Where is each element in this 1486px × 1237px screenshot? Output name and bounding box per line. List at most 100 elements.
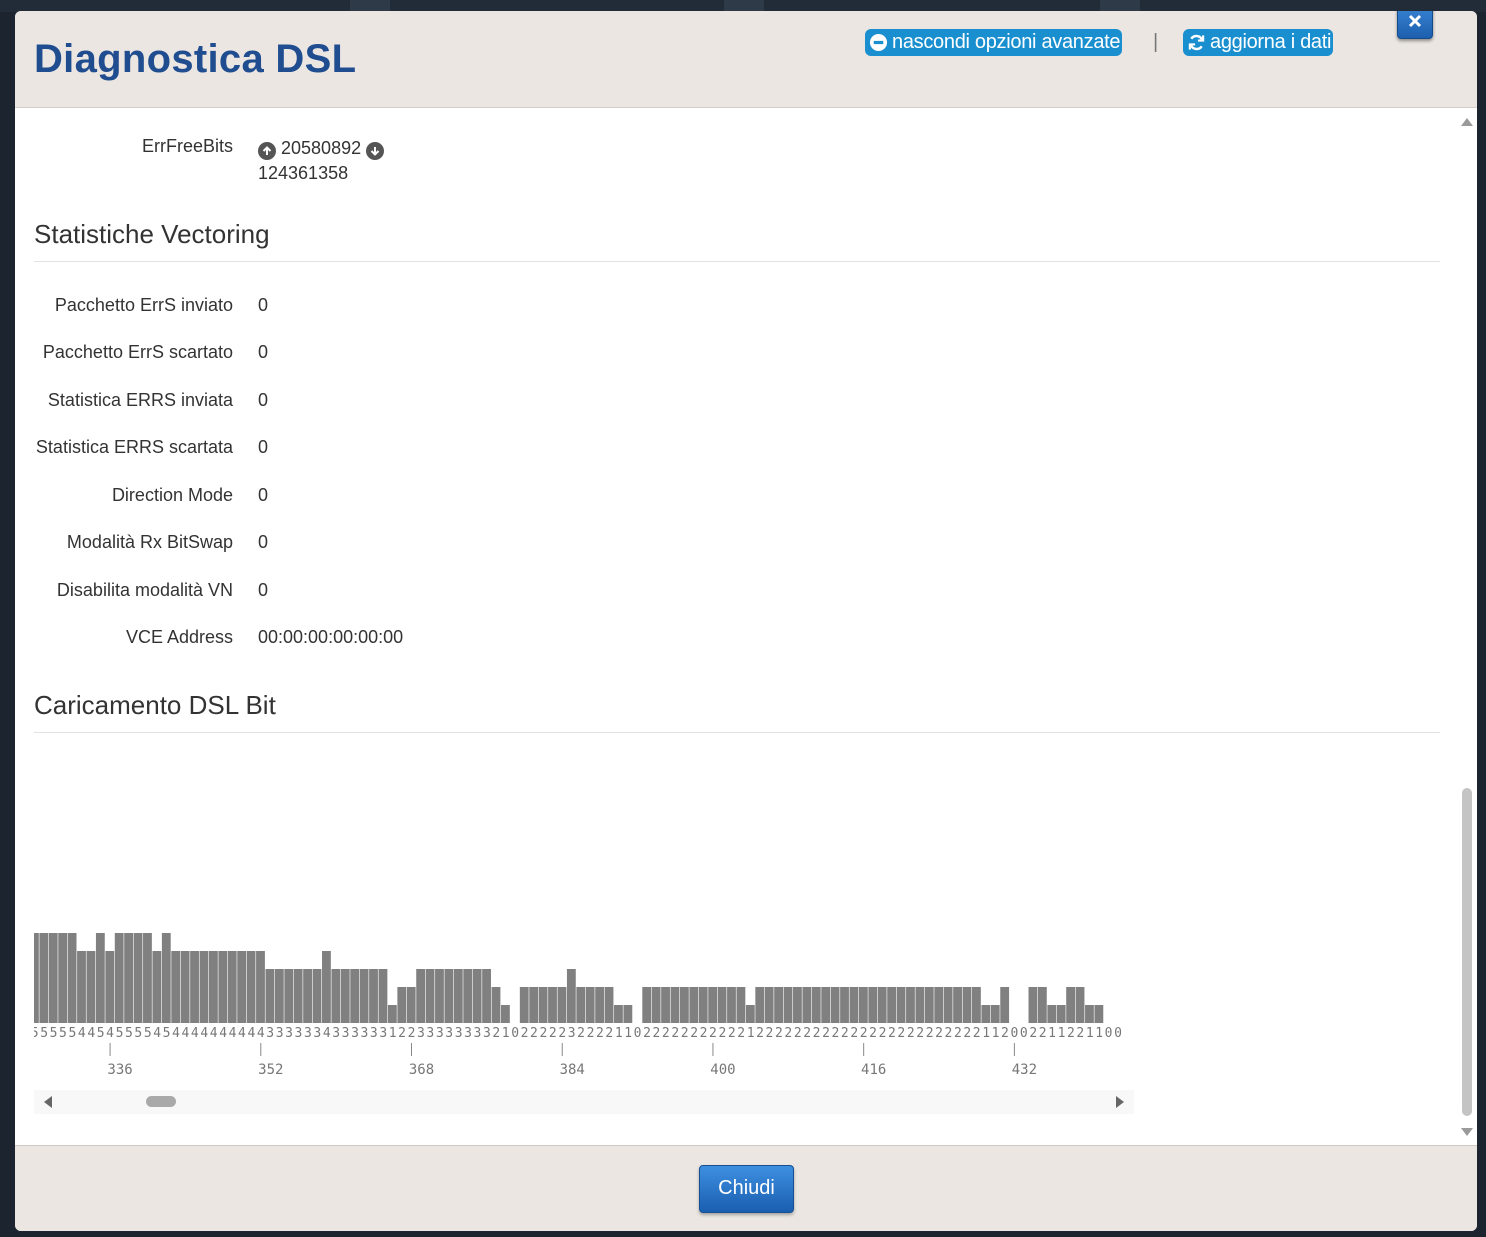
bit-value-label: 0 bbox=[1010, 1026, 1018, 1041]
bit-value-label: 2 bbox=[869, 1026, 877, 1041]
bit-bar bbox=[698, 987, 708, 1023]
bit-bar bbox=[651, 987, 661, 1023]
bit-value-label: 3 bbox=[455, 1026, 463, 1041]
section-divider bbox=[34, 261, 1440, 262]
bit-bar bbox=[397, 987, 407, 1023]
bit-value-label: 1 bbox=[992, 1026, 1000, 1041]
bit-bar bbox=[981, 1005, 991, 1023]
bit-value-label: 3 bbox=[266, 1026, 274, 1041]
hide-advanced-button[interactable]: nascondi opzioni avanzate bbox=[865, 29, 1123, 56]
scroll-up-icon[interactable] bbox=[1461, 118, 1473, 126]
bit-bar bbox=[350, 969, 360, 1023]
bit-value-label: 4 bbox=[229, 1026, 237, 1041]
bit-value-label: 3 bbox=[474, 1026, 482, 1041]
bit-bar bbox=[604, 987, 614, 1023]
vectoring-row-label: VCE Address bbox=[125, 627, 233, 647]
bit-value-label: 3 bbox=[436, 1026, 444, 1041]
bit-value-label: 4 bbox=[172, 1026, 180, 1041]
bit-value-label: 2 bbox=[1067, 1026, 1075, 1041]
bit-bar bbox=[736, 987, 746, 1023]
x-axis-tick-label: 400 bbox=[710, 1062, 735, 1078]
refresh-data-label: aggiorna i dati bbox=[1210, 31, 1332, 53]
bit-bar bbox=[312, 969, 322, 1023]
errfreebits-row: ErrFreeBits 20580892 124361358 bbox=[15, 136, 1415, 183]
bit-bar bbox=[58, 933, 68, 1023]
bit-value-label: 5 bbox=[68, 1026, 76, 1041]
bit-value-label: 4 bbox=[182, 1026, 190, 1041]
bit-bar bbox=[887, 987, 897, 1023]
scrollbar-thumb[interactable] bbox=[1462, 788, 1472, 1116]
bitload-section-title: Caricamento DSL Bit bbox=[34, 690, 276, 720]
bit-value-label: 2 bbox=[945, 1026, 953, 1041]
bit-bar bbox=[152, 951, 162, 1023]
vectoring-row: Modalità Rx BitSwap 0 bbox=[15, 532, 1415, 556]
bit-value-label: 2 bbox=[794, 1026, 802, 1041]
bit-value-label: 2 bbox=[577, 1026, 585, 1041]
scrollbar-thumb[interactable] bbox=[146, 1096, 176, 1107]
close-button[interactable]: Chiudi bbox=[699, 1165, 794, 1213]
bit-bar bbox=[190, 951, 199, 1023]
vectoring-row-label: Statistica ERRS scartata bbox=[35, 437, 233, 457]
bit-bar bbox=[877, 987, 887, 1023]
bit-bar bbox=[529, 987, 539, 1023]
refresh-data-button[interactable]: aggiorna i dati bbox=[1183, 29, 1334, 56]
bit-value-label: 2 bbox=[907, 1026, 915, 1041]
bit-value-label: 3 bbox=[342, 1026, 350, 1041]
bit-bar bbox=[896, 987, 906, 1023]
bit-value-label: 3 bbox=[483, 1026, 491, 1041]
dialog-header: Diagnostica DSL nascondi opzioni avanzat… bbox=[15, 11, 1477, 108]
vectoring-row-value: 0 bbox=[258, 437, 269, 457]
bit-bar bbox=[924, 987, 934, 1023]
bit-bar bbox=[934, 987, 944, 1023]
bit-bar bbox=[943, 987, 953, 1023]
bit-value-label: 4 bbox=[238, 1026, 246, 1041]
scroll-right-icon[interactable] bbox=[1116, 1096, 1124, 1108]
bit-bar bbox=[171, 951, 181, 1023]
bit-value-label: 2 bbox=[558, 1026, 566, 1041]
bit-value-label: 1 bbox=[624, 1026, 632, 1041]
vectoring-row-value: 0 bbox=[258, 532, 269, 552]
bit-bar bbox=[133, 933, 143, 1023]
bit-value-label: 1 bbox=[1095, 1026, 1103, 1041]
bit-value-label: 5 bbox=[50, 1026, 58, 1041]
bit-bar bbox=[849, 987, 859, 1023]
bit-bar bbox=[548, 987, 557, 1023]
bit-bar bbox=[331, 969, 341, 1023]
bit-value-label: 4 bbox=[200, 1026, 208, 1041]
bit-value-label: 2 bbox=[973, 1026, 981, 1041]
vectoring-row-value: 0 bbox=[258, 485, 269, 505]
errfreebits-value: 20580892 124361358 bbox=[258, 136, 385, 186]
minus-circle-icon bbox=[868, 33, 888, 53]
bit-bar bbox=[1000, 987, 1010, 1023]
background-tab bbox=[350, 0, 390, 12]
scroll-down-icon[interactable] bbox=[1461, 1128, 1473, 1136]
bit-value-label: 2 bbox=[718, 1026, 726, 1041]
bit-bar bbox=[86, 951, 96, 1023]
bit-bar bbox=[425, 969, 435, 1023]
vectoring-row-label: Pacchetto ErrS scartato bbox=[42, 342, 233, 362]
bit-value-label: 2 bbox=[766, 1026, 774, 1041]
bit-value-label: 0 bbox=[1114, 1026, 1122, 1041]
bit-value-label: 4 bbox=[153, 1026, 161, 1041]
bit-bar bbox=[482, 969, 491, 1023]
vertical-scrollbar[interactable] bbox=[1458, 108, 1477, 1145]
close-icon[interactable] bbox=[1397, 11, 1433, 39]
bit-value-label: 4 bbox=[219, 1026, 227, 1041]
scroll-left-icon[interactable] bbox=[44, 1096, 52, 1108]
bit-bar bbox=[1085, 1005, 1094, 1023]
bit-value-label: 2 bbox=[398, 1026, 406, 1041]
bit-value-label: 2 bbox=[860, 1026, 868, 1041]
refresh-icon bbox=[1186, 33, 1206, 53]
bit-value-label: 4 bbox=[323, 1026, 331, 1041]
bit-value-label: 1 bbox=[1086, 1026, 1094, 1041]
bit-bar bbox=[755, 987, 765, 1023]
bit-bar bbox=[1047, 1005, 1057, 1023]
bit-bar bbox=[793, 987, 802, 1023]
bit-bar bbox=[1094, 1005, 1104, 1023]
chart-horizontal-scrollbar[interactable] bbox=[34, 1090, 1134, 1114]
bit-bar bbox=[95, 933, 105, 1023]
bit-value-label: 2 bbox=[728, 1026, 736, 1041]
bit-bar bbox=[124, 933, 134, 1023]
bit-bar bbox=[246, 951, 256, 1023]
bit-value-label: 3 bbox=[379, 1026, 387, 1041]
